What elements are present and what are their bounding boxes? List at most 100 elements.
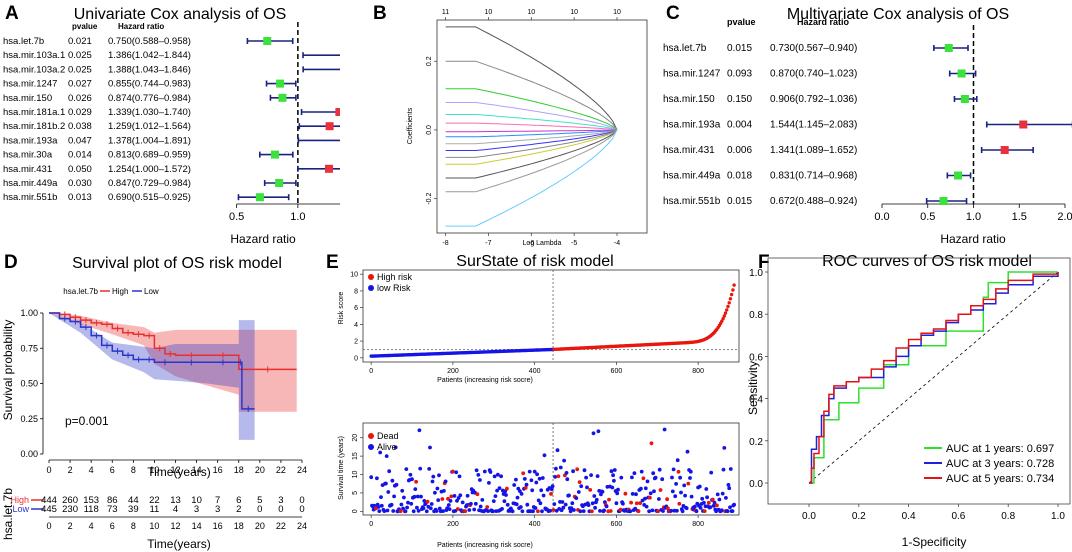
alive-point <box>728 505 732 510</box>
coefficient-path <box>445 129 618 179</box>
alive-point <box>633 506 638 511</box>
risk-table-count: 73 <box>107 504 118 515</box>
x-tick-label: 600 <box>611 521 623 528</box>
risk-table-tick-label: 22 <box>276 521 286 531</box>
alive-point <box>427 467 432 471</box>
hazard-ratio-marker <box>263 37 272 45</box>
y-tick-label: 0.8 <box>749 310 763 321</box>
dead-point <box>665 497 669 502</box>
alive-point <box>537 476 542 481</box>
alive-point <box>518 505 523 509</box>
risk-table-count: 3 <box>278 495 283 506</box>
alive-point <box>585 485 589 490</box>
risk-score-point <box>721 317 725 321</box>
alive-point <box>726 483 731 487</box>
dead-point <box>446 496 450 501</box>
alive-point <box>554 466 558 471</box>
gene-label: hsa.mir.551b <box>3 192 57 203</box>
x-tick-label: 8 <box>131 465 136 475</box>
alive-point <box>534 480 539 485</box>
y-tick-label: 20 <box>352 434 359 442</box>
risk-table-x-label: Time(years) <box>147 537 211 551</box>
alive-point <box>404 467 409 471</box>
dead-point <box>463 509 468 514</box>
hazard-ratio-marker <box>954 171 963 180</box>
alive-point <box>549 487 554 492</box>
alive-point <box>602 508 606 513</box>
dead-point <box>398 509 403 514</box>
alive-point <box>428 506 433 511</box>
dead-point <box>686 481 691 486</box>
alive-point <box>469 501 473 506</box>
x-axis-label: Hazard ratio <box>940 232 1006 246</box>
dead-point <box>475 492 480 497</box>
y-tick-label: 0.2 <box>749 437 763 448</box>
alive-point <box>593 505 597 510</box>
panel-a: A Univariate Cox analysis of OS pvalue H… <box>3 3 340 246</box>
alive-point <box>500 507 504 511</box>
hazard-ratio-marker <box>325 122 334 131</box>
hazard-ratio-label: 1.259(1.012–1.564) <box>108 121 191 132</box>
alive-point <box>491 509 495 514</box>
risk-score-point <box>728 297 733 301</box>
alive-point <box>670 475 674 480</box>
alive-point <box>378 450 383 455</box>
alive-point <box>442 489 446 493</box>
confidence-band <box>49 313 255 440</box>
hazard-ratio-marker <box>278 93 287 102</box>
alive-point <box>596 429 601 434</box>
dead-point <box>451 469 455 474</box>
risk-table-count: 118 <box>84 504 99 515</box>
alive-point <box>574 496 579 500</box>
coefficient-path <box>445 60 618 131</box>
alive-point <box>502 499 507 504</box>
alive-point <box>533 506 538 510</box>
alive-point <box>647 509 651 514</box>
dead-point <box>638 501 642 505</box>
alive-point <box>727 486 732 491</box>
y-tick-label: 0.4 <box>749 395 763 406</box>
dead-point <box>505 486 509 491</box>
alive-point <box>652 489 656 494</box>
alive-point <box>369 475 374 480</box>
gene-label: hsa.mir.103a.2 <box>3 64 65 75</box>
hazard-ratio-label: 1.378(1.004–1.891) <box>108 135 191 146</box>
alive-point <box>473 501 478 506</box>
dead-point <box>440 497 445 501</box>
alive-point <box>719 508 724 513</box>
alive-point <box>447 507 452 511</box>
hazard-ratio-label: 0.874(0.776–0.984) <box>108 93 191 104</box>
hazard-ratio-marker <box>944 44 953 52</box>
dead-point <box>549 492 553 496</box>
dead-point <box>676 469 681 474</box>
panel-d: D Survival plot of OS risk model hsa.let… <box>1 252 307 551</box>
legend-title: hsa.let.7b <box>63 287 98 296</box>
alive-point <box>504 493 508 497</box>
x-tick-label: -7 <box>485 240 491 247</box>
alive-point <box>539 488 544 493</box>
y-tick-label: 4 <box>354 322 358 329</box>
dead-point <box>588 488 593 492</box>
legend-label-dead: Dead <box>377 431 399 441</box>
panel-b: B -8 -7 -6 -5 -4 11 10 10 10 10 -0.2 0.0 0.2 Coeffic… <box>373 3 648 247</box>
hazard-ratio-label: 0.855(0.744–0.983) <box>108 79 191 90</box>
alive-point <box>390 478 395 483</box>
risk-table-count: 4 <box>173 504 178 515</box>
coefficient-path <box>445 102 618 131</box>
alive-point <box>416 509 421 513</box>
gene-label: hsa.mir.150 <box>3 93 52 104</box>
alive-point <box>540 509 544 514</box>
risk-table-count: 3 <box>215 504 220 515</box>
dead-point <box>523 486 528 490</box>
risk-table-count: 3 <box>194 504 199 515</box>
x-tick-label: 0 <box>369 368 373 375</box>
alive-point <box>700 496 705 501</box>
coefficient-path <box>445 129 618 193</box>
pvalue-label: 0.015 <box>727 43 752 54</box>
alive-point <box>697 484 702 489</box>
alive-point <box>532 469 537 474</box>
diagonal-reference <box>808 271 1059 484</box>
risk-table-tick-label: 6 <box>110 521 115 531</box>
coefficient-path <box>445 26 618 131</box>
x-tick-label: 400 <box>529 521 541 528</box>
